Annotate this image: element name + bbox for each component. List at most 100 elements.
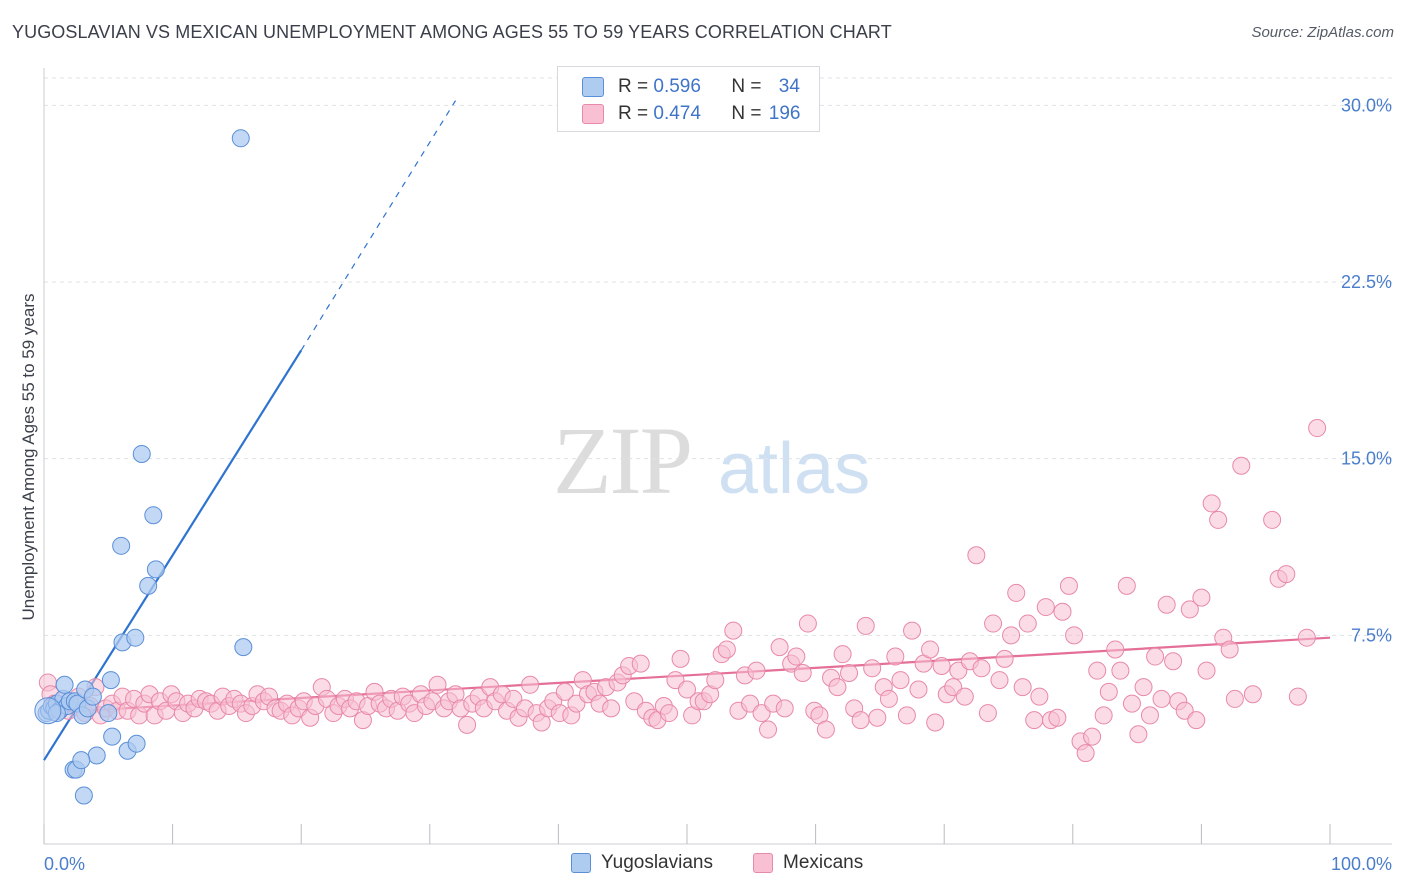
point-mexicans (1197, 661, 1216, 680)
point-mexicans (1209, 510, 1228, 529)
point-mexicans (1053, 602, 1072, 621)
point-mexicans (903, 621, 922, 640)
point-mexicans (787, 647, 806, 666)
point-mexicans (1187, 711, 1206, 730)
point-mexicans (816, 720, 835, 739)
point-mexicans (1180, 600, 1199, 619)
point-yugoslavians (72, 751, 91, 770)
point-mexicans (798, 614, 817, 633)
point-mexicans (1099, 682, 1118, 701)
point-mexicans (1094, 706, 1113, 725)
point-yugoslavians (99, 704, 118, 723)
point-mexicans (1083, 727, 1102, 746)
point-mexicans (1065, 626, 1084, 645)
point-mexicans (555, 682, 574, 701)
point-mexicans (1129, 725, 1148, 744)
y-tick-label: 22.5% (1341, 272, 1392, 292)
point-mexicans (840, 664, 859, 683)
legend-n-value: 34 (778, 76, 800, 97)
point-mexicans (659, 704, 678, 723)
y-tick-label: 30.0% (1341, 95, 1392, 115)
point-mexicans (879, 689, 898, 708)
point-mexicans (1243, 685, 1262, 704)
legend-n-value: 196 (768, 103, 801, 124)
point-mexicans (1076, 744, 1095, 763)
point-mexicans (1146, 647, 1165, 666)
series-label-mexicans: Mexicans (783, 852, 864, 873)
point-mexicans (851, 711, 870, 730)
point-mexicans (631, 654, 650, 673)
point-mexicans (1220, 640, 1239, 659)
point-mexicans (1288, 687, 1307, 706)
point-mexicans (967, 546, 986, 565)
point-mexicans (1030, 687, 1049, 706)
point-yugoslavians (234, 638, 253, 657)
point-yugoslavians (74, 786, 93, 805)
point-mexicans (897, 706, 916, 725)
series-legend: Yugoslavians Mexicans (0, 852, 1406, 878)
watermark-zip: ZIP (553, 407, 693, 514)
series-label-yugoslavians: Yugoslavians (601, 852, 713, 873)
series-legend-yugoslavians[interactable]: Yugoslavians (571, 852, 713, 874)
legend-r-label: R = (618, 103, 654, 124)
point-mexicans (521, 675, 540, 694)
point-mexicans (1048, 708, 1067, 727)
point-mexicans (1232, 456, 1251, 475)
point-mexicans (1263, 510, 1282, 529)
point-mexicans (602, 699, 621, 718)
point-mexicans (1134, 678, 1153, 697)
point-mexicans (909, 680, 928, 699)
point-mexicans (932, 656, 951, 675)
point-mexicans (1002, 626, 1021, 645)
point-yugoslavians (231, 129, 250, 148)
point-yugoslavians (87, 746, 106, 765)
point-yugoslavians (144, 506, 163, 525)
point-mexicans (891, 671, 910, 690)
grid-lines (44, 77, 1392, 636)
axis-labels: 7.5% 15.0% 22.5% 30.0% 0.0% 100.0% Unemploymen… (19, 95, 1392, 874)
point-mexicans (972, 659, 991, 678)
point-mexicans (1277, 565, 1296, 584)
point-mexicans (1106, 640, 1125, 659)
point-mexicans (1308, 419, 1327, 438)
series-legend-mexicans[interactable]: Mexicans (753, 852, 863, 874)
legend-r-value: 0.596 (653, 76, 701, 97)
legend-swatch-mexicans (582, 104, 604, 124)
point-mexicans (955, 687, 974, 706)
x-tick-label: 0.0% (44, 854, 85, 874)
point-yugoslavians (55, 675, 74, 694)
chart-title: YUGOSLAVIAN VS MEXICAN UNEMPLOYMENT AMON… (12, 22, 892, 42)
axes (43, 68, 1392, 845)
point-mexicans (706, 671, 725, 690)
data-points (34, 129, 1327, 805)
legend-r-value: 0.474 (653, 103, 701, 124)
y-axis-label: Unemployment Among Ages 55 to 59 years (19, 294, 38, 621)
trend-line-yugoslavians-extension (300, 100, 457, 351)
point-yugoslavians (132, 444, 151, 463)
point-yugoslavians (101, 671, 120, 690)
legend-swatch-yugoslavians (582, 77, 604, 97)
point-mexicans (1157, 595, 1176, 614)
point-mexicans (1202, 494, 1221, 513)
point-mexicans (1225, 689, 1244, 708)
point-mexicans (678, 680, 696, 699)
point-yugoslavians (127, 734, 146, 753)
point-mexicans (1013, 678, 1032, 697)
series-swatch-yugoslavians (571, 853, 591, 873)
point-mexicans (793, 664, 812, 683)
point-yugoslavians (146, 560, 165, 579)
point-mexicans (724, 621, 743, 640)
point-mexicans (1007, 583, 1026, 602)
point-mexicans (984, 614, 1003, 633)
point-mexicans (1140, 706, 1159, 725)
point-yugoslavians (112, 536, 131, 555)
legend-n-label: N = (731, 76, 767, 97)
point-mexicans (717, 640, 736, 659)
point-mexicans (978, 704, 997, 723)
point-mexicans (428, 675, 447, 694)
point-mexicans (747, 661, 766, 680)
point-mexicans (926, 713, 945, 732)
point-mexicans (833, 645, 852, 664)
point-yugoslavians (126, 628, 145, 647)
point-mexicans (1088, 661, 1107, 680)
